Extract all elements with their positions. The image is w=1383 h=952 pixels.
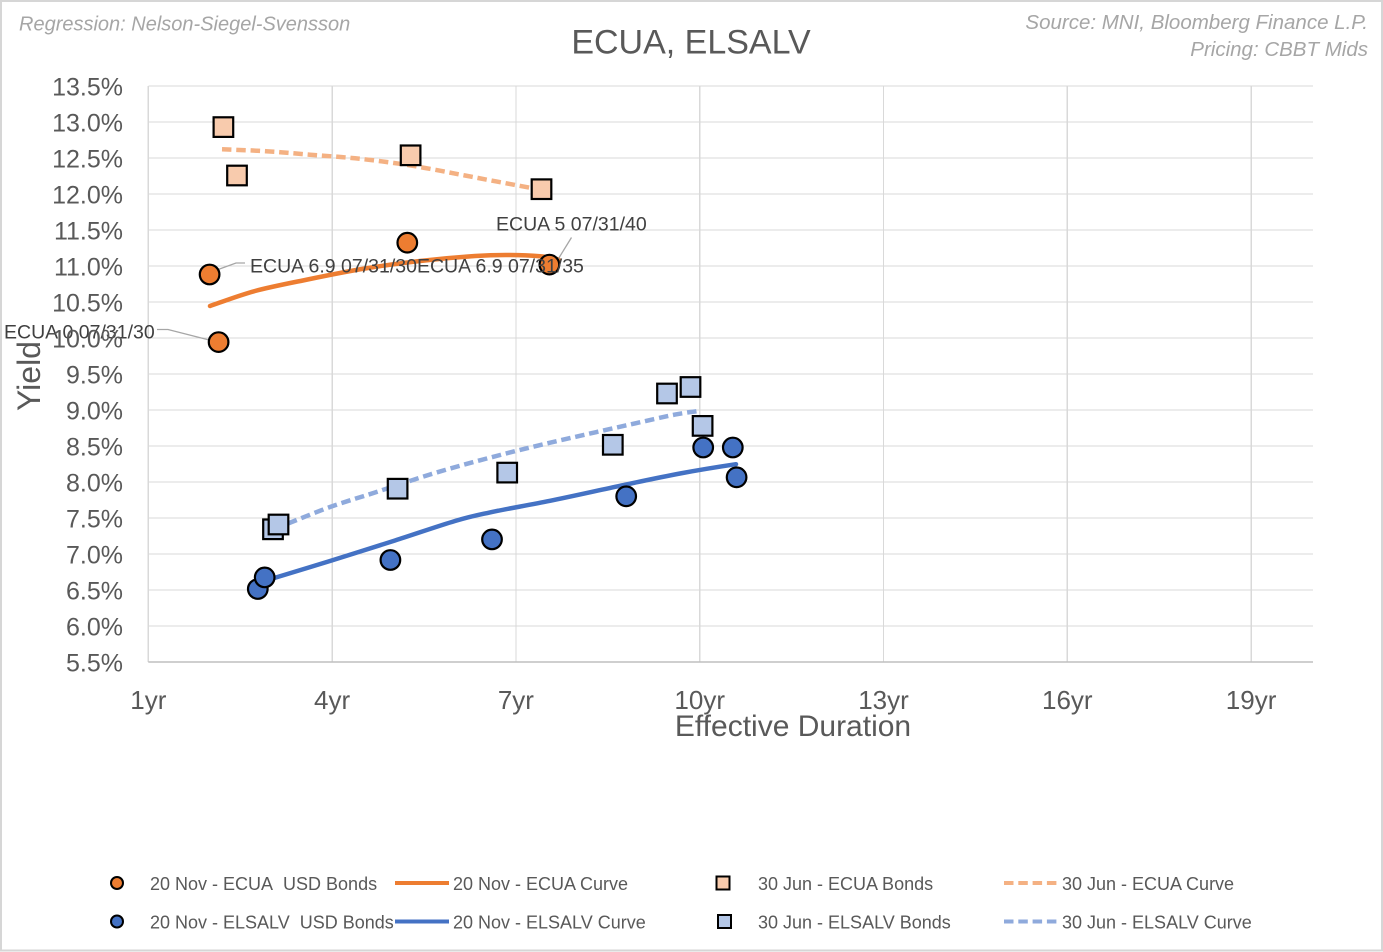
svg-text:ECUA, ELSALV: ECUA, ELSALV (571, 24, 811, 62)
svg-text:20 Nov - ECUA Curve: 20 Nov - ECUA Curve (453, 874, 628, 894)
svg-text:ECUA 5 07/31/40: ECUA 5 07/31/40 (496, 214, 647, 236)
svg-text:Pricing: CBBT Mids: Pricing: CBBT Mids (1190, 38, 1368, 61)
svg-text:30 Jun - ECUA Curve: 30 Jun - ECUA Curve (1062, 874, 1234, 894)
svg-text:9.5%: 9.5% (66, 362, 123, 390)
svg-text:5.5%: 5.5% (66, 650, 123, 678)
svg-text:20 Nov - ELSALV USD Bonds: 20 Nov - ELSALV USD Bonds (150, 913, 394, 933)
svg-text:7.5%: 7.5% (66, 506, 123, 534)
svg-text:10yr: 10yr (674, 685, 725, 715)
svg-text:13.0%: 13.0% (52, 110, 123, 138)
svg-text:4yr: 4yr (314, 685, 350, 715)
svg-text:10.5%: 10.5% (52, 290, 123, 318)
svg-text:Source: MNI, Bloomberg Finance: Source: MNI, Bloomberg Finance L.P. (1025, 11, 1368, 34)
svg-text:Yield: Yield (11, 341, 47, 411)
svg-text:7yr: 7yr (498, 685, 534, 715)
svg-text:8.0%: 8.0% (66, 470, 123, 498)
svg-text:30 Jun - ELSALV Curve: 30 Jun - ELSALV Curve (1062, 913, 1252, 933)
svg-text:19yr: 19yr (1226, 685, 1277, 715)
svg-text:6.5%: 6.5% (66, 578, 123, 606)
svg-text:ECUA 0 07/31/30: ECUA 0 07/31/30 (4, 322, 155, 344)
svg-text:8.5%: 8.5% (66, 434, 123, 462)
svg-text:10.0%: 10.0% (52, 326, 123, 354)
svg-text:11.5%: 11.5% (54, 218, 123, 246)
svg-text:30 Jun - ELSALV Bonds: 30 Jun - ELSALV Bonds (758, 913, 951, 933)
svg-text:1yr: 1yr (130, 685, 166, 715)
svg-text:13.5%: 13.5% (52, 74, 123, 102)
svg-text:11.0%: 11.0% (54, 254, 123, 282)
svg-text:6.0%: 6.0% (66, 614, 123, 642)
svg-text:7.0%: 7.0% (66, 542, 123, 570)
svg-text:13yr: 13yr (858, 685, 909, 715)
svg-text:Effective Duration: Effective Duration (675, 710, 911, 743)
svg-text:9.0%: 9.0% (66, 398, 123, 426)
svg-text:30 Jun - ECUA Bonds: 30 Jun - ECUA Bonds (758, 874, 933, 894)
svg-text:12.5%: 12.5% (52, 146, 123, 174)
svg-text:12.0%: 12.0% (52, 182, 123, 210)
svg-text:ECUA 6.9 07/31/30ECUA 6.9 07/3: ECUA 6.9 07/31/30ECUA 6.9 07/31/35 (250, 256, 584, 278)
svg-text:16yr: 16yr (1042, 685, 1093, 715)
svg-text:20 Nov - ECUA USD Bonds: 20 Nov - ECUA USD Bonds (150, 874, 377, 894)
svg-text:Regression: Nelson-Siegel-Sven: Regression: Nelson-Siegel-Svensson (19, 14, 350, 36)
svg-text:20 Nov - ELSALV Curve: 20 Nov - ELSALV Curve (453, 913, 646, 933)
